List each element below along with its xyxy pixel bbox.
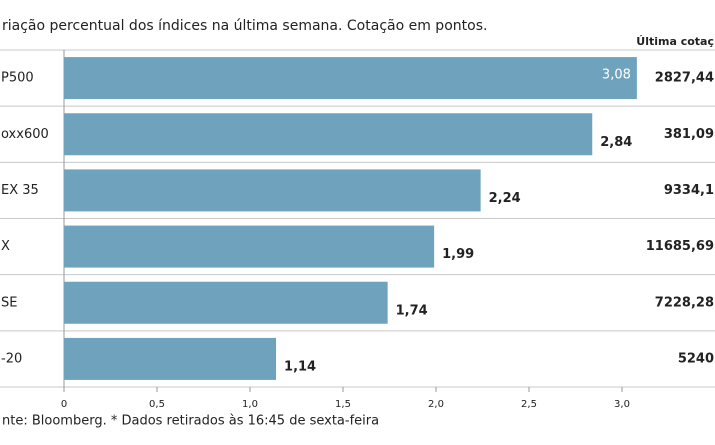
category-label: -20 xyxy=(1,351,22,366)
bar xyxy=(64,281,388,324)
source-note: nte: Bloomberg. * Dados retirados às 16:… xyxy=(2,414,379,429)
bar xyxy=(64,225,435,268)
side-value: 381,09 xyxy=(664,127,714,142)
value-label: 1,99 xyxy=(442,247,474,262)
x-tick-label: 2,5 xyxy=(521,399,537,410)
value-label: 1,74 xyxy=(396,303,428,318)
side-value: 11685,69 xyxy=(646,239,714,254)
value-label: 1,14 xyxy=(284,359,316,374)
x-tick-label: 0 xyxy=(61,399,67,410)
category-label: P500 xyxy=(1,71,34,86)
category-label: oxx600 xyxy=(1,127,49,142)
value-label: 2,24 xyxy=(489,191,521,206)
value-label: 3,08 xyxy=(602,68,631,83)
bar xyxy=(64,57,637,100)
side-value: 5240 xyxy=(678,351,714,366)
side-header: Última cotaç xyxy=(636,35,714,48)
value-label: 2,84 xyxy=(600,135,632,150)
side-value: 9334,1 xyxy=(664,183,714,198)
bar xyxy=(64,169,481,212)
side-value: 2827,44 xyxy=(655,71,714,86)
side-value: 7228,28 xyxy=(655,295,714,310)
x-tick-label: 1,0 xyxy=(242,399,258,410)
x-tick-label: 2,0 xyxy=(428,399,444,410)
category-label: X xyxy=(1,239,10,254)
x-tick-label: 0,5 xyxy=(149,399,165,410)
category-label: SE xyxy=(1,295,17,310)
x-tick-label: 1,5 xyxy=(335,399,351,410)
chart-title: riação percentual dos índices na última … xyxy=(2,18,487,34)
bar xyxy=(64,337,277,380)
bar xyxy=(64,113,593,156)
x-tick-label: 3,0 xyxy=(614,399,630,410)
category-label: EX 35 xyxy=(1,183,39,198)
